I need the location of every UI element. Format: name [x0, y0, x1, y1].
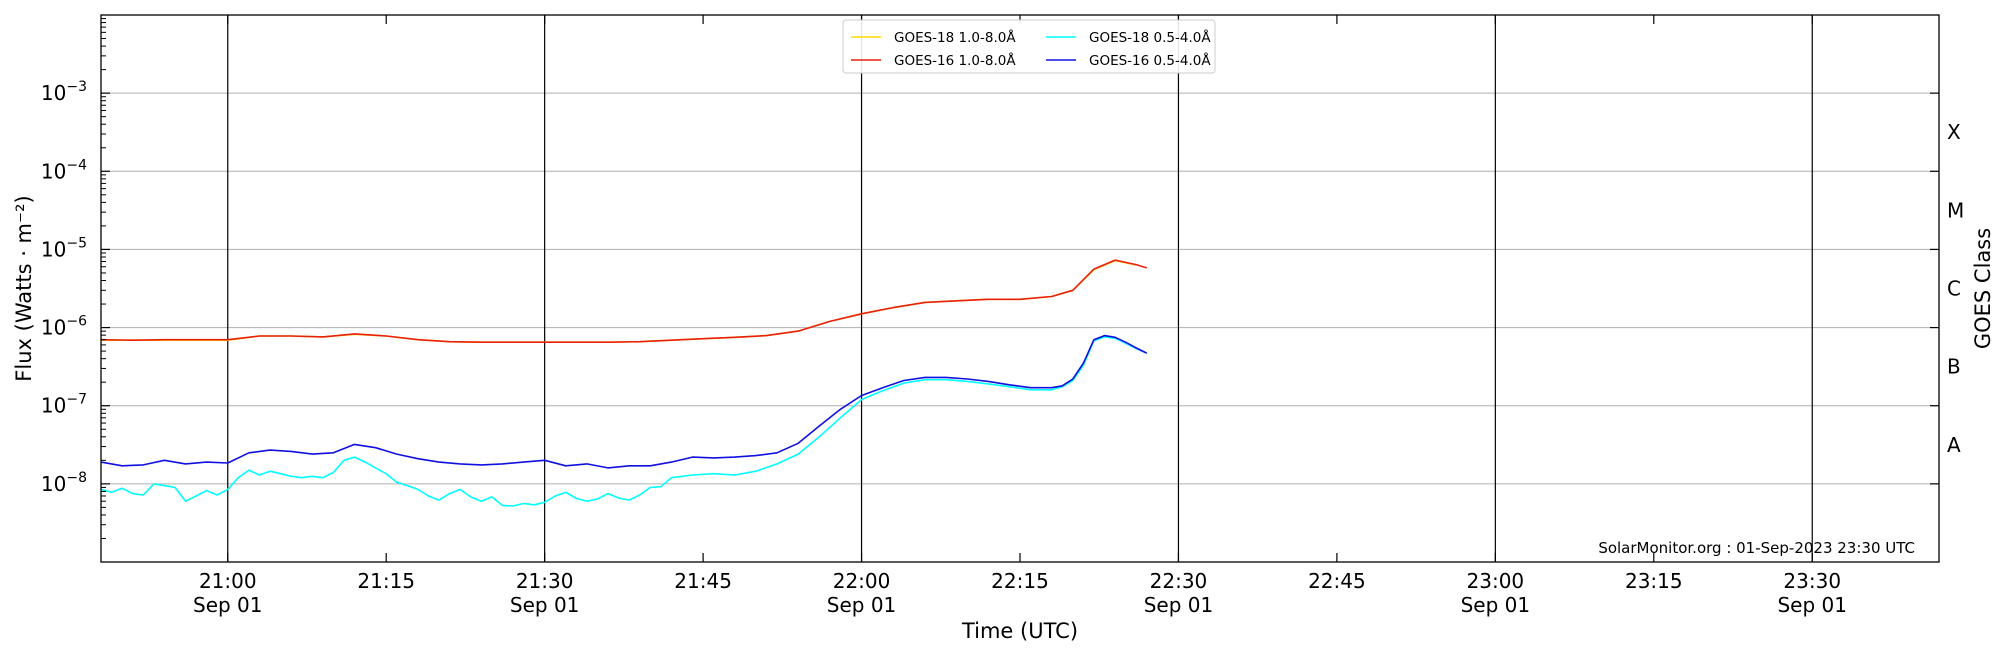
legend-label: GOES-16 0.5-4.0Å — [1089, 52, 1211, 69]
credit-text: SolarMonitor.org : 01-Sep-2023 23:30 UTC — [1598, 539, 1915, 557]
legend-label: GOES-18 0.5-4.0Å — [1089, 29, 1211, 46]
gridlines — [101, 15, 1939, 562]
x-tick-date-label: Sep 01 — [1777, 593, 1847, 617]
goes-class-label: M — [1947, 198, 1964, 222]
y-tick-label: 10−4 — [41, 157, 87, 183]
ticks — [101, 15, 1939, 562]
y-tick-label: 10−3 — [41, 79, 87, 105]
x-axis-label: Time (UTC) — [961, 619, 1078, 643]
legend: GOES-18 1.0-8.0Å GOES-18 0.5-4.0Å GOES-16 … — [842, 19, 1216, 74]
goes-class-label: X — [1947, 120, 1961, 144]
x-tick-label: 23:30 — [1783, 569, 1841, 593]
x-tick-label: 23:00 — [1467, 569, 1525, 593]
x-tick-label: 21:30 — [516, 569, 574, 593]
goes-class-labels: A B C M X — [1947, 120, 1964, 457]
series-line — [100, 336, 1148, 507]
y-axis-label: Flux (Watts · m⁻²) — [12, 195, 36, 381]
series-line — [100, 334, 1148, 469]
x-tick-date-label: Sep 01 — [1461, 593, 1531, 617]
x-tick-date-label: Sep 01 — [510, 593, 580, 617]
goes-class-axis-label: GOES Class — [1971, 228, 1995, 349]
x-tick-label: 22:00 — [833, 569, 891, 593]
goes-class-label: A — [1947, 433, 1961, 457]
x-tick-label: 22:15 — [991, 569, 1049, 593]
x-tick-label: 22:45 — [1308, 569, 1366, 593]
x-tick-label: 22:30 — [1150, 569, 1208, 593]
series-layer — [100, 259, 1148, 507]
x-tick-label: 21:45 — [674, 569, 732, 593]
x-tick-label: 21:00 — [199, 569, 257, 593]
y-tick-label: 10−7 — [41, 392, 87, 418]
goes-class-label: B — [1947, 355, 1961, 379]
x-tick-label: 23:15 — [1625, 569, 1683, 593]
legend-label: GOES-16 1.0-8.0Å — [894, 52, 1016, 69]
x-tick-date-label: Sep 01 — [1144, 593, 1214, 617]
series-line — [100, 259, 1148, 344]
x-tick-date-label: Sep 01 — [827, 593, 897, 617]
y-tick-label: 10−8 — [41, 470, 87, 496]
y-tick-label: 10−6 — [41, 314, 87, 340]
y-tick-label: 10−5 — [41, 235, 87, 261]
legend-label: GOES-18 1.0-8.0Å — [894, 29, 1016, 46]
legend-box — [842, 19, 1216, 74]
x-tick-date-label: Sep 01 — [193, 593, 263, 617]
goes-class-label: C — [1947, 277, 1961, 301]
x-tick-label: 21:15 — [357, 569, 415, 593]
